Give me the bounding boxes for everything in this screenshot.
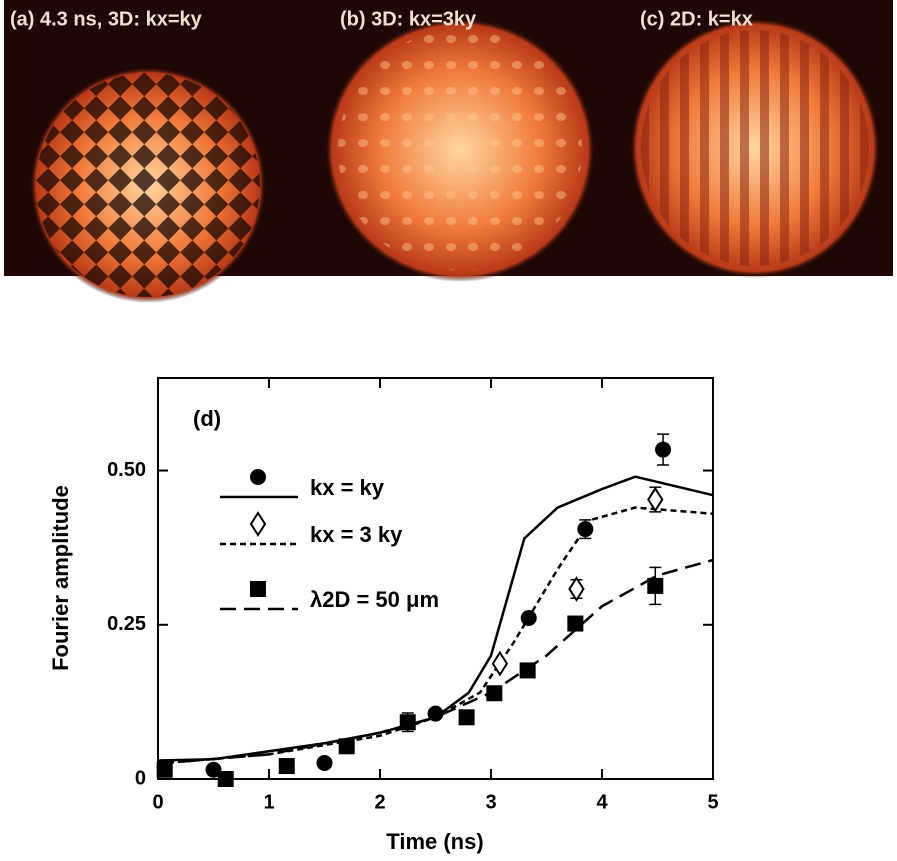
point-square [278,758,295,775]
panel-label: (c) 2D: k=kx [640,8,753,30]
y-axis-label: Fourier amplitude [48,485,73,671]
y-tick-label: 0.50 [107,459,146,481]
legend-label: λ2D = 50 μm [310,587,439,612]
point-square [458,709,475,726]
point-circle [655,441,672,458]
image-a [30,67,266,303]
point-square [647,577,664,594]
x-tick-label: 5 [707,791,718,813]
point-square [567,615,584,632]
point-circle [316,754,333,771]
x-axis-label: Time (ns) [386,829,483,854]
x-tick-label: 1 [263,791,274,813]
point-square [156,761,173,778]
legend-marker [249,511,267,537]
fit-curve [157,506,714,765]
point-diamond [647,486,664,513]
x-tick-label: 2 [374,791,385,813]
plot-frame [157,377,714,780]
plot-label: (d) [193,406,221,431]
point-square [338,738,355,755]
legend-marker [250,469,266,485]
point-diamond [491,650,509,677]
legend-label: kx = 3 ky [310,522,403,547]
image-b [325,18,595,282]
legend-marker [250,581,266,597]
y-tick-label: 0.25 [107,613,146,635]
point-square [486,685,503,702]
x-tick-label: 4 [596,791,608,813]
x-tick-label: 0 [152,791,163,813]
panel-label: (b) 3D: kx=3ky [340,8,477,30]
x-tick-label: 3 [485,791,496,813]
panel-label: (a) 4.3 ns, 3D: kx=ky [10,8,203,30]
point-square [399,714,416,731]
point-circle [205,761,222,778]
point-diamond [568,576,585,602]
image-c [630,18,880,278]
point-square [519,662,536,679]
y-tick-label: 0 [135,767,146,789]
point-square [217,771,234,787]
legend-label: kx = ky [310,475,385,500]
fit-curve [157,475,714,762]
